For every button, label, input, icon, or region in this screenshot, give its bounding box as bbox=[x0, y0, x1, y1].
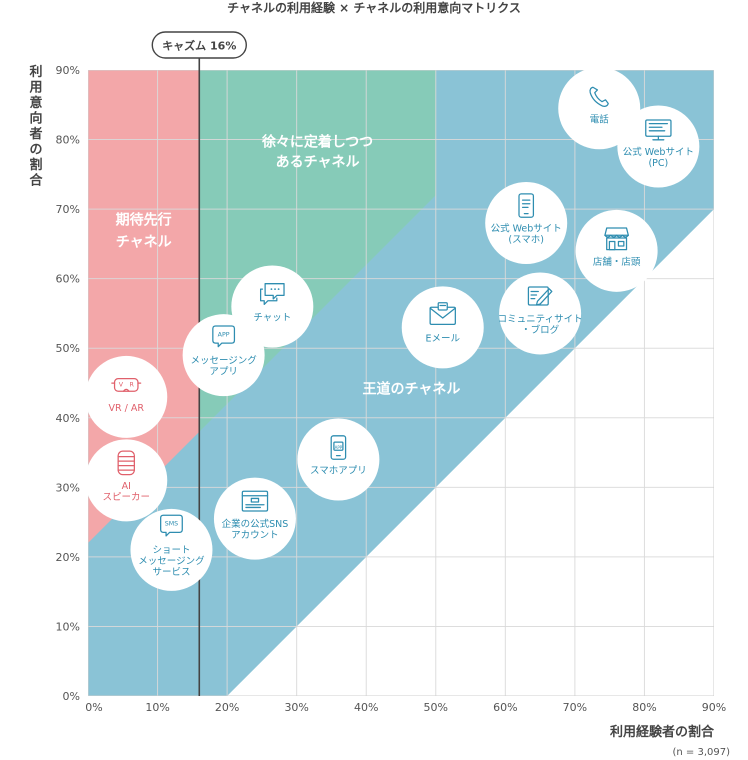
channel-label: AI スピーカー bbox=[102, 481, 150, 503]
mail-icon bbox=[429, 302, 456, 325]
y-tick-label: 30% bbox=[56, 481, 80, 494]
sns-window-icon bbox=[241, 490, 269, 512]
channel-bubble bbox=[401, 286, 484, 369]
x-tick-label: 80% bbox=[632, 701, 656, 714]
x-tick-label: 60% bbox=[493, 701, 517, 714]
channel-point: 公式 Webサイト(スマホ) bbox=[485, 182, 568, 265]
region-label-royal: 王道のチャネル bbox=[362, 380, 460, 397]
y-tick-label: 60% bbox=[56, 273, 80, 286]
region-label-expectation: 期待先行チャネル bbox=[116, 211, 172, 250]
channel-point: V R VR / AR bbox=[85, 355, 168, 438]
channel-label: 公式 Webサイト(スマホ) bbox=[491, 223, 562, 246]
smartphone-icon bbox=[518, 193, 535, 218]
x-tick-label: 90% bbox=[702, 701, 726, 714]
svg-text:APP: APP bbox=[218, 331, 230, 338]
channel-point: APP スマホアプリ bbox=[297, 418, 380, 501]
channel-point: 公式 Webサイト(PC) bbox=[617, 105, 700, 188]
x-tick-label: 70% bbox=[563, 701, 587, 714]
channel-point: Eメール bbox=[401, 286, 484, 369]
channel-point: AI スピーカー bbox=[85, 439, 168, 522]
channel-bubble bbox=[617, 105, 700, 188]
channel-point: APP メッセージングアプリ bbox=[182, 314, 265, 397]
y-tick-label: 40% bbox=[56, 412, 80, 425]
channel-bubble bbox=[85, 355, 168, 438]
channel-bubble bbox=[575, 209, 658, 292]
svg-text:APP: APP bbox=[335, 445, 343, 450]
svg-text:SMS: SMS bbox=[165, 521, 178, 528]
store-icon bbox=[604, 227, 629, 251]
svg-text:R: R bbox=[129, 382, 134, 389]
y-tick-label: 20% bbox=[56, 551, 80, 564]
chat-icon bbox=[259, 283, 285, 306]
y-tick-label: 80% bbox=[56, 134, 80, 147]
monitor-icon bbox=[645, 119, 672, 141]
y-tick-label: 50% bbox=[56, 342, 80, 355]
y-axis-label: 利用意向者の割合 bbox=[28, 64, 43, 189]
channel-point: コミュニティサイト・ブログ bbox=[498, 272, 583, 355]
chart-title: チャネルの利用経験 × チャネルの利用意向マトリクス bbox=[227, 0, 521, 15]
channel-label: 店舗・店頭 bbox=[593, 256, 641, 268]
channel-label: チャット bbox=[253, 312, 291, 323]
channel-point: 企業の公式SNS アカウント bbox=[213, 477, 296, 560]
channel-bubble bbox=[182, 314, 265, 397]
chasm-label: キャズム 16% bbox=[162, 39, 236, 53]
x-tick-label: 0% bbox=[85, 701, 102, 714]
x-tick-label: 30% bbox=[284, 701, 308, 714]
x-tick-label: 50% bbox=[424, 701, 448, 714]
channel-label: VR / AR bbox=[109, 403, 145, 414]
app-bubble-icon: APP bbox=[212, 325, 236, 348]
channel-label: 公式 Webサイト(PC) bbox=[623, 146, 694, 169]
blog-icon bbox=[527, 286, 553, 306]
channel-point: 店舗・店頭 bbox=[575, 209, 658, 292]
channel-bubble bbox=[558, 67, 641, 150]
channel-label: スマホアプリ bbox=[310, 466, 367, 477]
channel-point: 電話 bbox=[558, 67, 641, 150]
channel-bubble bbox=[213, 477, 296, 560]
channel-label: 企業の公式SNS アカウント bbox=[222, 518, 289, 541]
sms-bubble-icon: SMS bbox=[160, 514, 183, 537]
channel-label: メッセージングアプリ bbox=[190, 355, 257, 378]
phone-icon bbox=[589, 86, 609, 107]
channel-bubble bbox=[130, 508, 213, 591]
channel-bubble bbox=[485, 182, 568, 265]
region-label-establishing: 徐々に定着しつつあるチャネル bbox=[261, 134, 373, 171]
channel-label: ショートメッセージングサービス bbox=[138, 545, 205, 578]
x-tick-label: 40% bbox=[354, 701, 378, 714]
channel-label: コミュニティサイト・ブログ bbox=[498, 314, 583, 336]
y-tick-label: 10% bbox=[56, 620, 80, 633]
x-axis-label: 利用経験者の割合 bbox=[610, 724, 715, 740]
smart-speaker-icon bbox=[117, 450, 135, 476]
smartphone-app-icon: APP bbox=[330, 435, 347, 460]
svg-text:V: V bbox=[119, 382, 124, 389]
x-tick-label: 10% bbox=[145, 701, 169, 714]
channel-point: SMS ショートメッセージングサービス bbox=[130, 508, 213, 591]
sample-size-note: (n = 3,097) bbox=[672, 747, 730, 758]
y-tick-label: 70% bbox=[56, 203, 80, 216]
channel-bubble bbox=[499, 272, 582, 355]
channel-label: 電話 bbox=[590, 113, 610, 125]
x-tick-label: 20% bbox=[215, 701, 239, 714]
channel-label: Eメール bbox=[425, 333, 460, 344]
chasm-badge bbox=[151, 31, 247, 59]
y-tick-label: 90% bbox=[56, 64, 80, 77]
channel-bubble bbox=[85, 439, 168, 522]
y-tick-label: 0% bbox=[63, 690, 80, 703]
